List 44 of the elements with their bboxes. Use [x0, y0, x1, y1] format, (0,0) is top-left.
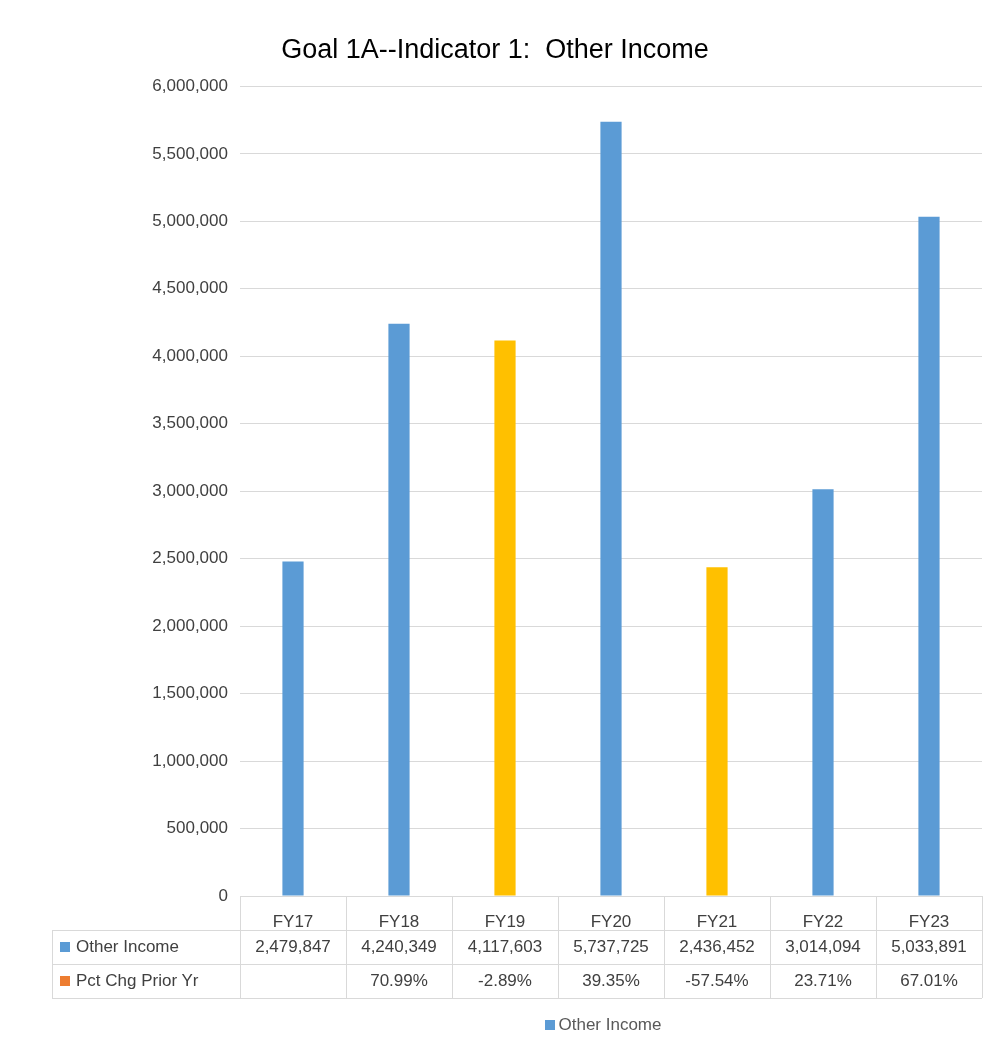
chart-title: Goal 1A--Indicator 1: Other Income — [281, 33, 709, 64]
data-label: 2,479,847 — [255, 936, 331, 956]
x-tick-label: FY18 — [378, 911, 420, 931]
y-tick-label: 2,500,000 — [152, 548, 228, 568]
data-label: 3,014,094 — [785, 936, 861, 956]
text: 70.99% — [370, 970, 428, 990]
data-label: 2,436,452 — [679, 936, 755, 956]
bar — [600, 121, 622, 896]
y-tick-label: 2,000,000 — [152, 615, 228, 635]
text: 67.01% — [900, 970, 958, 990]
x-tick-label: FY20 — [590, 911, 632, 931]
y-tick-label: 4,000,000 — [152, 345, 228, 365]
data-label: 4,117,603 — [467, 936, 543, 956]
x-tick-label: FY19 — [484, 911, 526, 931]
text: -2.89% — [478, 970, 532, 990]
bar — [282, 561, 304, 896]
text: Other Income — [558, 1015, 662, 1034]
bar — [918, 216, 940, 896]
bar — [812, 489, 834, 896]
text: -57.54% — [685, 970, 749, 990]
x-tick-label: FY23 — [908, 911, 950, 931]
bar — [494, 340, 516, 896]
data-label: 5,737,725 — [573, 936, 649, 956]
y-tick-label: 0 — [218, 885, 228, 905]
bar — [388, 323, 410, 896]
text: Pct Chg Prior Yr — [76, 970, 199, 990]
x-tick-label: FY17 — [272, 911, 314, 931]
data-label: 4,240,349 — [361, 936, 437, 956]
y-tick-label: 5,000,000 — [152, 211, 228, 231]
text: 23.71% — [794, 970, 852, 990]
y-tick-label: 500,000 — [166, 818, 228, 838]
data-label: 5,033,891 — [891, 936, 967, 956]
bar — [706, 567, 728, 896]
y-tick-label: 3,500,000 — [152, 413, 228, 433]
x-tick-label: FY22 — [802, 911, 844, 931]
text: 39.35% — [582, 970, 640, 990]
legend-label: Other Income — [76, 936, 179, 956]
y-tick-label: 1,000,000 — [152, 750, 228, 770]
y-tick-label: 6,000,000 — [152, 76, 228, 96]
y-tick-label: 3,000,000 — [152, 480, 228, 500]
y-tick-label: 1,500,000 — [152, 683, 228, 703]
y-tick-label: 4,500,000 — [152, 278, 228, 298]
y-tick-label: 5,500,000 — [152, 143, 228, 163]
x-tick-label: FY21 — [696, 911, 738, 931]
